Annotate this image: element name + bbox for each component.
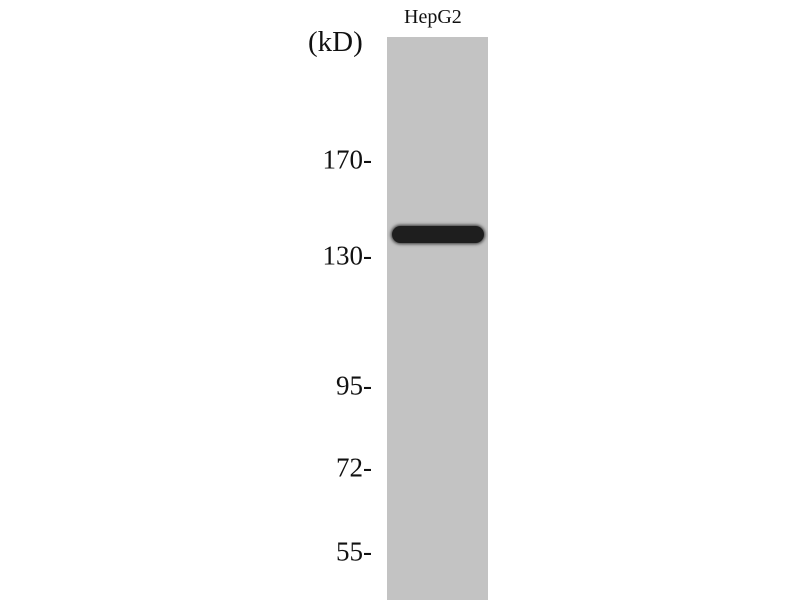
lane-label-hepg2: HepG2 bbox=[404, 6, 462, 28]
marker-55: 55- bbox=[336, 536, 372, 567]
marker-95: 95- bbox=[336, 370, 372, 401]
marker-130: 130- bbox=[322, 240, 373, 271]
protein-band bbox=[392, 226, 484, 243]
marker-72: 72- bbox=[336, 452, 372, 483]
unit-label: (kD) bbox=[308, 26, 363, 58]
blot-lane-hepg2 bbox=[387, 37, 488, 600]
marker-170: 170- bbox=[322, 144, 373, 175]
